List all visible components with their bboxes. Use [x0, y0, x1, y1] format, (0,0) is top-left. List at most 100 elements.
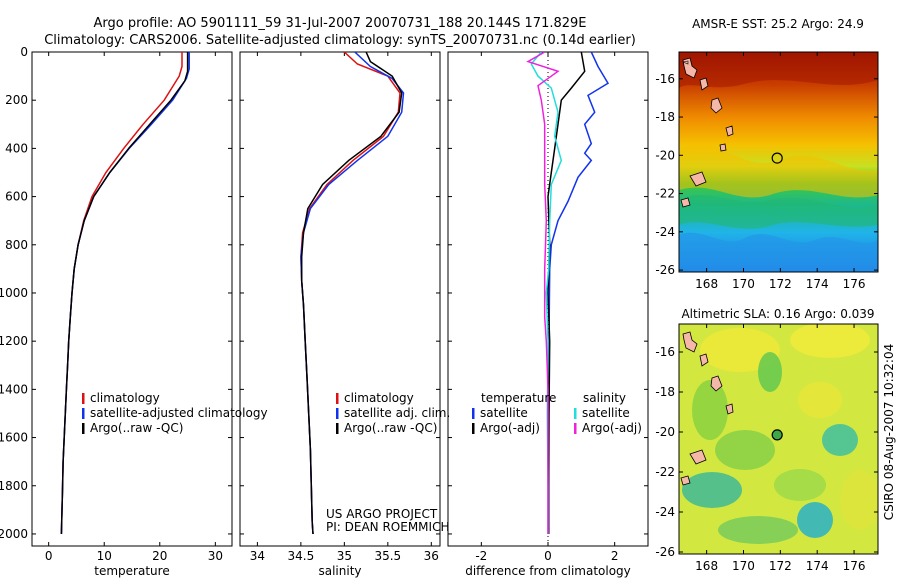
legend-entry: Argo(-adj) [582, 421, 642, 435]
sst-map: AMSR-E SST: 25.2 Argo: 24.9 168 170 172 174… [655, 17, 879, 291]
difference-series-line [547, 52, 586, 534]
sla-map: Altimetric SLA: 0.16 Argo: 0.039 168 170 1… [655, 307, 879, 573]
pi-annotation: PI: DEAN ROEMMICH [326, 520, 449, 534]
argo-float-marker [771, 429, 783, 441]
salinity-xtick-label: 34 [250, 549, 265, 563]
depth-tick-label: 800 [5, 238, 28, 252]
legend-entry-swatch [574, 408, 577, 419]
legend-entry-swatch [336, 423, 339, 434]
map-xtick-label: 168 [695, 277, 718, 291]
temperature-xlabel: temperature [94, 564, 169, 578]
map-xtick-label: 172 [769, 277, 792, 291]
map-ytick-label: -24 [655, 505, 675, 519]
salinity-xtick-label: 35 [337, 549, 352, 563]
map-ytick-label: -18 [655, 385, 675, 399]
difference-xlabel: difference from climatology [465, 564, 631, 578]
map-xtick-label: 174 [806, 559, 829, 573]
legend-entry: Argo(..raw -QC) [90, 421, 183, 435]
sst-map-title: AMSR-E SST: 25.2 Argo: 24.9 [692, 17, 864, 31]
map-ytick-label: -26 [655, 545, 675, 559]
salinity-series-line [300, 52, 405, 535]
salinity-xtick-label: 34.5 [288, 549, 315, 563]
temperature-xtick-label: 10 [97, 549, 112, 563]
map-ytick-label: -24 [655, 225, 675, 239]
legend-entry: satellite [582, 406, 630, 420]
depth-tick-label: 2000 [0, 527, 28, 541]
salinity-xlabel: salinity [318, 564, 361, 578]
legend-entry: Argo(..raw -QC) [344, 421, 437, 435]
difference-xtick-label: 2 [611, 549, 619, 563]
temperature-series-line [60, 52, 189, 535]
map-xtick-label: 170 [732, 277, 755, 291]
map-xtick-label: 170 [732, 559, 755, 573]
salinity-series-line [300, 52, 401, 535]
difference-series-line [526, 52, 560, 534]
temperature-profile-chart: 0 10 20 30 0 200 400 600 800 1000 1200 1400 1600 1800… [0, 45, 268, 578]
salinity-xtick-label: 36 [424, 549, 439, 563]
side-timestamp-label: CSIRO 08-Aug-2007 10:32:04 [882, 344, 896, 520]
legend-entry-swatch [574, 423, 577, 434]
map-xtick-label: 174 [806, 277, 829, 291]
legend-entry-swatch [336, 393, 339, 404]
depth-tick-label: 1200 [0, 334, 28, 348]
map-xtick-label: 176 [843, 277, 866, 291]
map-ytick-label: -22 [655, 187, 675, 201]
argo-float-marker [771, 152, 783, 164]
difference-legend: temperaturesatelliteArgo(-adj)salinitysa… [472, 391, 642, 435]
map-ytick-label: -20 [655, 425, 675, 439]
legend-entry: climatology [90, 391, 160, 405]
map-xtick-label: 172 [769, 559, 792, 573]
depth-tick-label: 1600 [0, 431, 28, 445]
map-ytick-label: -16 [655, 72, 675, 86]
depth-tick-label: 200 [5, 93, 28, 107]
legend-entry: Argo(-adj) [480, 421, 540, 435]
temperature-xtick-label: 20 [152, 549, 167, 563]
temperature-series-line [60, 52, 190, 535]
map-xtick-label: 176 [843, 559, 866, 573]
sla-map-title: Altimetric SLA: 0.16 Argo: 0.039 [681, 307, 874, 321]
temperature-frame [31, 51, 233, 547]
map-ytick-label: -22 [655, 465, 675, 479]
depth-tick-label: 1800 [0, 479, 28, 493]
legend-group-title: temperature [481, 391, 556, 405]
figure-title-line2: Climatology: CARS2006. Satellite-adjuste… [44, 33, 636, 48]
project-annotation: US ARGO PROJECT [326, 507, 438, 521]
legend-entry-swatch [82, 393, 85, 404]
map-ytick-label: -20 [655, 148, 675, 162]
legend-entry-swatch [336, 408, 339, 419]
legend-entry: satellite [480, 406, 528, 420]
figure-title-line1: Argo profile: AO 5901111_59 31-Jul-2007 … [93, 16, 586, 31]
difference-xtick-label: -2 [475, 549, 487, 563]
legend-group-title: salinity [583, 391, 626, 405]
difference-series-line [547, 52, 610, 534]
temperature-series-line [60, 52, 183, 535]
depth-tick-label: 400 [5, 141, 28, 155]
map-ytick-label: -16 [655, 345, 675, 359]
legend-entry-swatch [472, 423, 475, 434]
salinity-frame [239, 51, 441, 547]
salinity-profile-chart: 34 34.5 35 35.5 36 salinity climatologysatelli… [239, 51, 450, 578]
legend-entry-swatch [472, 408, 475, 419]
difference-series-line [530, 52, 563, 534]
temperature-xtick-label: 30 [208, 549, 223, 563]
temperature-xtick-label: 0 [45, 549, 53, 563]
depth-tick-label: 600 [5, 190, 28, 204]
legend-entry: satellite-adjusted climatology [90, 406, 268, 420]
salinity-series-line [300, 52, 403, 535]
legend-entry: satellite adj. clim. [344, 406, 450, 420]
depth-tick-label: 1400 [0, 382, 28, 396]
legend-entry: climatology [344, 391, 414, 405]
depth-tick-label: 0 [20, 45, 28, 59]
difference-xtick-label: 0 [544, 549, 552, 563]
legend-entry-swatch [82, 408, 85, 419]
map-ytick-label: -18 [655, 110, 675, 124]
salinity-xtick-label: 35.5 [374, 549, 401, 563]
map-xtick-label: 168 [695, 559, 718, 573]
map-ytick-label: -26 [655, 263, 675, 277]
legend-entry-swatch [82, 423, 85, 434]
depth-tick-label: 1000 [0, 286, 28, 300]
